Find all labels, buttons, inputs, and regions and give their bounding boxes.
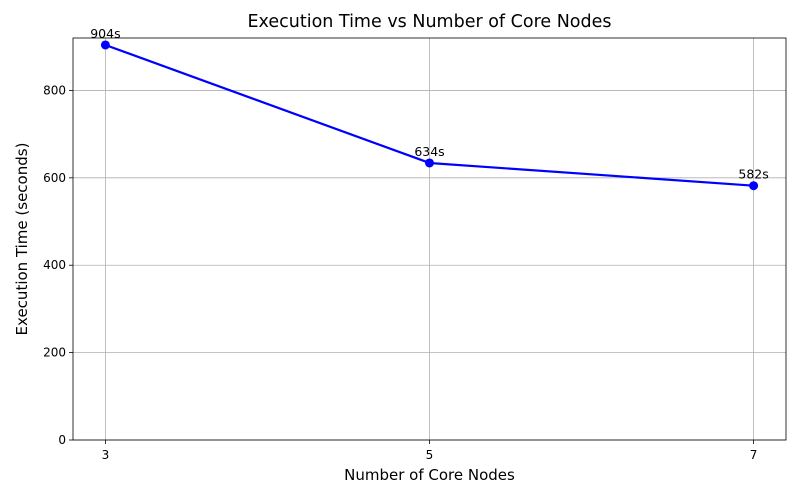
axes-layer: 3 5 7 0 200 400 600 800: [43, 37, 787, 462]
y-tick-label-1: 200: [43, 346, 66, 360]
y-tick-label-0: 0: [58, 433, 66, 447]
data-label-2: 582s: [738, 167, 768, 182]
y-tick-label-4: 800: [43, 83, 66, 97]
series-layer: [100, 40, 759, 191]
y-tick-label-2: 400: [43, 258, 66, 272]
data-label-0: 904s: [90, 26, 120, 41]
data-point-0: [100, 40, 110, 50]
y-tick-label-3: 600: [43, 171, 66, 185]
chart-title: Execution Time vs Number of Core Nodes: [247, 12, 612, 32]
x-tick-label-0: 3: [102, 448, 110, 462]
x-tick-label-2: 7: [750, 448, 758, 462]
data-point-1: [425, 158, 434, 168]
x-tick-label-1: 5: [426, 448, 434, 462]
data-label-1: 634s: [414, 144, 444, 159]
grid-layer: [73, 38, 786, 441]
data-labels-layer: 904s 634s 582s: [90, 26, 769, 182]
x-axis-label: Number of Core Nodes: [344, 466, 515, 484]
data-point-2: [749, 181, 759, 191]
